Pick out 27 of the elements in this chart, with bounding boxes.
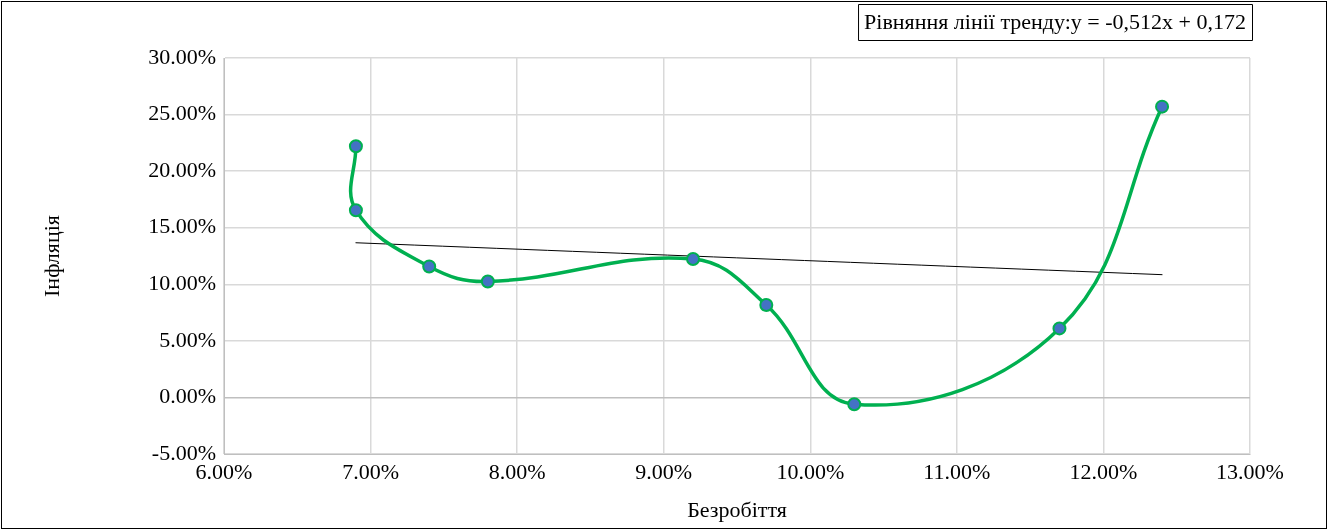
point xyxy=(348,203,363,218)
y-tick-label: 15.00% xyxy=(148,213,216,239)
y-tick-label: -5.00% xyxy=(151,439,216,465)
x-tick-label: 9.00% xyxy=(635,458,693,484)
point xyxy=(686,251,701,266)
point xyxy=(348,139,363,154)
point xyxy=(422,259,437,274)
text: Рівняння лінії тренду:y = -0,512x + 0,172 xyxy=(864,8,1247,34)
point xyxy=(1155,99,1170,114)
x-tick-label: 8.00% xyxy=(488,458,546,484)
x-tick-label: 10.00% xyxy=(776,458,845,484)
x-tick-label: 13.00% xyxy=(1216,458,1284,484)
y-tick-label: 5.00% xyxy=(159,326,216,352)
y-tick-label: 10.00% xyxy=(148,270,216,296)
x-tick-label: 12.00% xyxy=(1069,458,1138,484)
y-tick-label: 20.00% xyxy=(148,156,216,182)
x-tick-label: 11.00% xyxy=(923,458,991,484)
x-tick-label: 7.00% xyxy=(342,458,399,484)
y-tick-label: 30.00% xyxy=(148,43,216,69)
x-axis-title: Безробіття xyxy=(687,496,787,522)
point xyxy=(847,397,862,412)
y-tick-label: 25.00% xyxy=(148,100,216,126)
y-tick-label: 0.00% xyxy=(159,383,216,409)
point xyxy=(480,274,495,289)
y-axis-title: Інфляція xyxy=(38,215,64,297)
point xyxy=(1052,321,1067,336)
point xyxy=(759,297,774,312)
